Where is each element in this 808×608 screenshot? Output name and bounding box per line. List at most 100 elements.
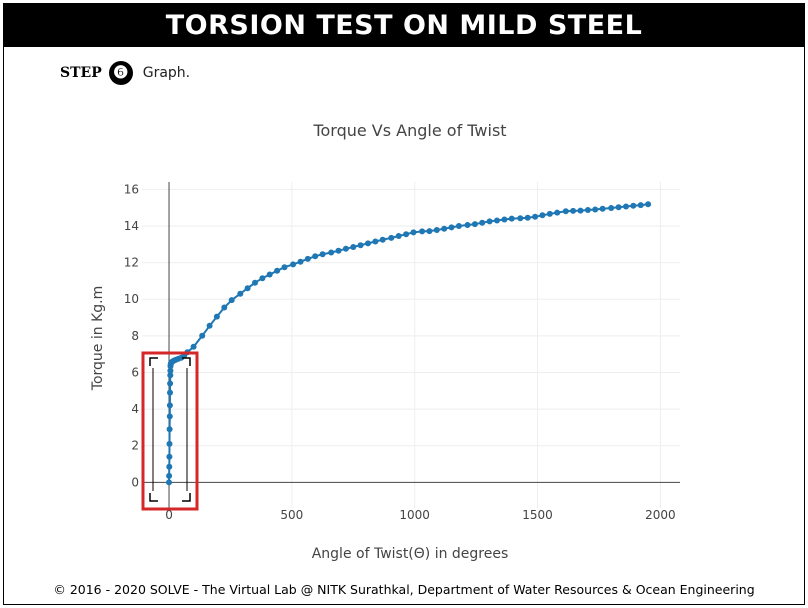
data-point[interactable]	[166, 402, 173, 409]
data-point[interactable]	[166, 426, 173, 433]
data-point[interactable]	[486, 218, 493, 225]
data-point[interactable]	[166, 440, 173, 447]
step-heading: STEP ❻ Graph.	[60, 60, 190, 86]
page-title: TORSION TEST ON MILD STEEL	[4, 4, 804, 47]
data-point[interactable]	[379, 236, 386, 243]
selection-highlight-box[interactable]	[141, 351, 199, 511]
data-point[interactable]	[494, 217, 500, 224]
y-tick-label: 14	[124, 219, 139, 233]
data-point[interactable]	[213, 313, 220, 320]
data-point[interactable]	[517, 215, 524, 222]
data-point[interactable]	[167, 380, 174, 387]
data-point[interactable]	[259, 275, 266, 282]
data-point[interactable]	[221, 304, 228, 311]
data-point[interactable]	[365, 240, 371, 247]
data-point[interactable]	[546, 210, 553, 217]
chart-title: Torque Vs Angle of Twist	[312, 121, 506, 140]
data-point[interactable]	[167, 389, 173, 396]
selection-corner-handles[interactable]	[149, 357, 191, 502]
data-point[interactable]	[508, 215, 515, 222]
data-point[interactable]	[455, 223, 462, 229]
x-tick-label: 1500	[522, 508, 553, 522]
series-layer[interactable]	[166, 201, 652, 486]
data-point[interactable]	[350, 244, 357, 250]
data-point[interactable]	[304, 255, 311, 262]
data-point[interactable]	[524, 214, 531, 221]
data-point[interactable]	[623, 203, 629, 210]
data-point[interactable]	[448, 224, 455, 231]
data-point[interactable]	[328, 249, 335, 256]
data-point[interactable]	[297, 258, 304, 265]
data-point[interactable]	[237, 290, 244, 297]
data-point[interactable]	[312, 253, 319, 260]
x-axis-title: Angle of Twist(Θ) in degrees	[312, 546, 509, 562]
data-point[interactable]	[426, 228, 433, 235]
y-tick-label: 4	[131, 402, 139, 416]
data-point[interactable]	[645, 201, 652, 208]
data-point[interactable]	[532, 213, 539, 220]
data-point[interactable]	[199, 332, 206, 339]
data-point[interactable]	[464, 222, 471, 228]
data-point[interactable]	[577, 207, 584, 214]
data-point[interactable]	[166, 463, 173, 470]
data-point[interactable]	[630, 202, 637, 209]
data-point[interactable]	[419, 228, 426, 235]
data-point[interactable]	[584, 207, 591, 213]
data-point[interactable]	[166, 472, 173, 479]
data-point[interactable]	[637, 202, 644, 209]
data-point[interactable]	[395, 233, 402, 239]
data-point[interactable]	[252, 279, 258, 286]
data-point[interactable]	[206, 322, 213, 329]
step-label: STEP	[60, 65, 102, 81]
data-point[interactable]	[501, 216, 508, 223]
data-point[interactable]	[166, 479, 172, 486]
data-point[interactable]	[570, 207, 577, 214]
data-point[interactable]	[608, 205, 615, 211]
y-tick-label: 10	[124, 292, 139, 306]
data-point[interactable]	[372, 238, 379, 245]
data-point[interactable]	[290, 261, 297, 268]
data-point[interactable]	[319, 251, 326, 258]
grid-layer	[142, 182, 680, 508]
data-point[interactable]	[190, 343, 197, 350]
data-point[interactable]	[266, 271, 273, 278]
data-point[interactable]	[433, 227, 440, 233]
data-point[interactable]	[410, 229, 417, 236]
page-frame: TORSION TEST ON MILD STEEL STEP ❻ Graph.…	[3, 3, 805, 605]
data-point[interactable]	[166, 413, 173, 420]
x-tick-label: 500	[280, 508, 303, 522]
data-point[interactable]	[357, 242, 364, 249]
data-point[interactable]	[554, 209, 561, 216]
data-point[interactable]	[441, 225, 448, 232]
data-point[interactable]	[592, 206, 599, 213]
x-tick-label: 1000	[399, 508, 430, 522]
y-axis-title: Torque in Kg.m	[90, 286, 106, 391]
footer-copyright: © 2016 - 2020 SOLVE - The Virtual Lab @ …	[53, 582, 755, 597]
data-point[interactable]	[342, 245, 349, 252]
y-tick-label: 12	[124, 256, 139, 270]
data-point[interactable]	[615, 204, 622, 211]
data-point[interactable]	[599, 205, 606, 212]
data-point[interactable]	[281, 264, 288, 271]
data-point[interactable]	[388, 234, 395, 241]
data-point[interactable]	[244, 285, 251, 292]
data-point[interactable]	[166, 453, 173, 460]
data-point[interactable]	[167, 372, 174, 379]
x-tick-label: 2000	[645, 508, 676, 522]
x-tick-label: 0	[165, 508, 173, 522]
step-text: Graph.	[142, 65, 191, 81]
data-point[interactable]	[167, 367, 174, 374]
data-point[interactable]	[539, 212, 546, 219]
data-point[interactable]	[471, 221, 478, 228]
step-number-badge: ❻	[108, 61, 133, 85]
annotation-layer[interactable]	[141, 351, 199, 511]
y-tick-label: 2	[131, 439, 139, 453]
data-point[interactable]	[335, 247, 342, 254]
data-point[interactable]	[228, 297, 235, 304]
data-point[interactable]	[403, 231, 410, 238]
data-point[interactable]	[479, 219, 486, 226]
series-line	[168, 203, 649, 483]
data-point[interactable]	[274, 267, 281, 274]
data-point[interactable]	[562, 208, 569, 215]
